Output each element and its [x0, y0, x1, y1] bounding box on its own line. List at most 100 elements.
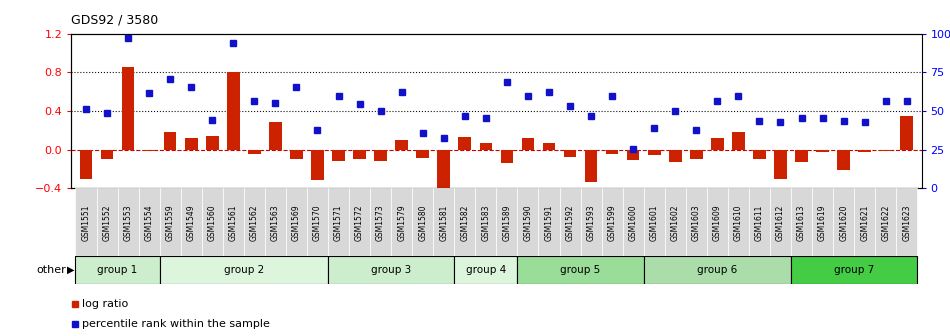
Bar: [563, 150, 577, 157]
Bar: [791, 188, 812, 257]
Bar: [163, 132, 177, 150]
Bar: [142, 150, 156, 152]
Bar: [837, 150, 850, 170]
Bar: [585, 150, 598, 182]
Bar: [122, 68, 134, 150]
Bar: [501, 150, 513, 163]
Bar: [139, 188, 160, 257]
Bar: [711, 138, 724, 150]
Text: GSM1622: GSM1622: [882, 204, 890, 241]
Text: GSM1563: GSM1563: [271, 204, 280, 241]
Bar: [859, 150, 871, 153]
Bar: [665, 188, 686, 257]
Text: group 1: group 1: [98, 265, 138, 275]
Text: GSM1623: GSM1623: [902, 204, 911, 241]
Bar: [433, 188, 454, 257]
Bar: [880, 150, 892, 152]
Bar: [644, 256, 791, 284]
Text: GSM1581: GSM1581: [439, 204, 448, 241]
Bar: [475, 188, 496, 257]
Bar: [774, 150, 787, 178]
Bar: [97, 188, 118, 257]
Bar: [180, 188, 201, 257]
Text: GSM1600: GSM1600: [629, 204, 637, 241]
Text: GSM1601: GSM1601: [650, 204, 658, 241]
Text: GSM1602: GSM1602: [671, 204, 680, 241]
Bar: [75, 256, 160, 284]
Bar: [496, 188, 518, 257]
Bar: [160, 256, 328, 284]
Text: GSM1589: GSM1589: [503, 204, 511, 241]
Text: GSM1562: GSM1562: [250, 204, 258, 241]
Text: log ratio: log ratio: [82, 299, 128, 308]
Text: group 2: group 2: [223, 265, 264, 275]
Text: GSM1613: GSM1613: [797, 204, 806, 241]
Text: GSM1554: GSM1554: [144, 204, 154, 241]
Text: GSM1583: GSM1583: [482, 204, 490, 241]
Text: GSM1549: GSM1549: [187, 204, 196, 241]
Text: GSM1611: GSM1611: [755, 204, 764, 241]
Bar: [560, 188, 580, 257]
Bar: [901, 116, 913, 150]
Text: group 6: group 6: [697, 265, 737, 275]
Bar: [391, 188, 412, 257]
Bar: [791, 256, 918, 284]
Text: GSM1610: GSM1610: [734, 204, 743, 241]
Bar: [454, 256, 518, 284]
Text: GSM1591: GSM1591: [544, 204, 554, 241]
Bar: [854, 188, 875, 257]
Bar: [812, 188, 833, 257]
Bar: [412, 188, 433, 257]
Bar: [454, 188, 475, 257]
Bar: [328, 256, 454, 284]
Text: GSM1559: GSM1559: [165, 204, 175, 241]
Text: GSM1561: GSM1561: [229, 204, 238, 241]
Bar: [707, 188, 728, 257]
Bar: [265, 188, 286, 257]
Bar: [728, 188, 749, 257]
Bar: [896, 188, 918, 257]
Text: GSM1621: GSM1621: [860, 204, 869, 241]
Text: percentile rank within the sample: percentile rank within the sample: [82, 319, 270, 329]
Text: GSM1582: GSM1582: [461, 204, 469, 241]
Bar: [542, 143, 556, 150]
Bar: [622, 188, 644, 257]
Bar: [160, 188, 180, 257]
Bar: [332, 150, 345, 161]
Bar: [244, 188, 265, 257]
Text: GSM1572: GSM1572: [355, 204, 364, 241]
Bar: [374, 150, 387, 161]
Bar: [648, 150, 660, 155]
Bar: [349, 188, 370, 257]
Text: other: other: [37, 265, 66, 275]
Bar: [749, 188, 770, 257]
Bar: [290, 150, 303, 159]
Bar: [816, 150, 829, 153]
Bar: [328, 188, 349, 257]
Bar: [732, 132, 745, 150]
Text: group 3: group 3: [371, 265, 411, 275]
Text: GSM1573: GSM1573: [376, 204, 385, 241]
Text: GSM1609: GSM1609: [712, 204, 722, 241]
Text: GSM1599: GSM1599: [608, 204, 617, 241]
Bar: [269, 122, 282, 150]
Text: GSM1619: GSM1619: [818, 204, 827, 241]
Bar: [480, 143, 492, 150]
Bar: [223, 188, 244, 257]
Bar: [833, 188, 854, 257]
Bar: [690, 150, 703, 159]
Text: GSM1579: GSM1579: [397, 204, 407, 241]
Bar: [644, 188, 665, 257]
Text: GSM1552: GSM1552: [103, 204, 111, 241]
Bar: [669, 150, 681, 162]
Text: GSM1560: GSM1560: [208, 204, 217, 241]
Text: GSM1580: GSM1580: [418, 204, 428, 241]
Bar: [286, 188, 307, 257]
Bar: [201, 188, 223, 257]
Bar: [875, 188, 896, 257]
Bar: [248, 150, 260, 154]
Bar: [312, 150, 324, 180]
Bar: [795, 150, 808, 162]
Text: GSM1620: GSM1620: [839, 204, 848, 241]
Bar: [522, 138, 534, 150]
